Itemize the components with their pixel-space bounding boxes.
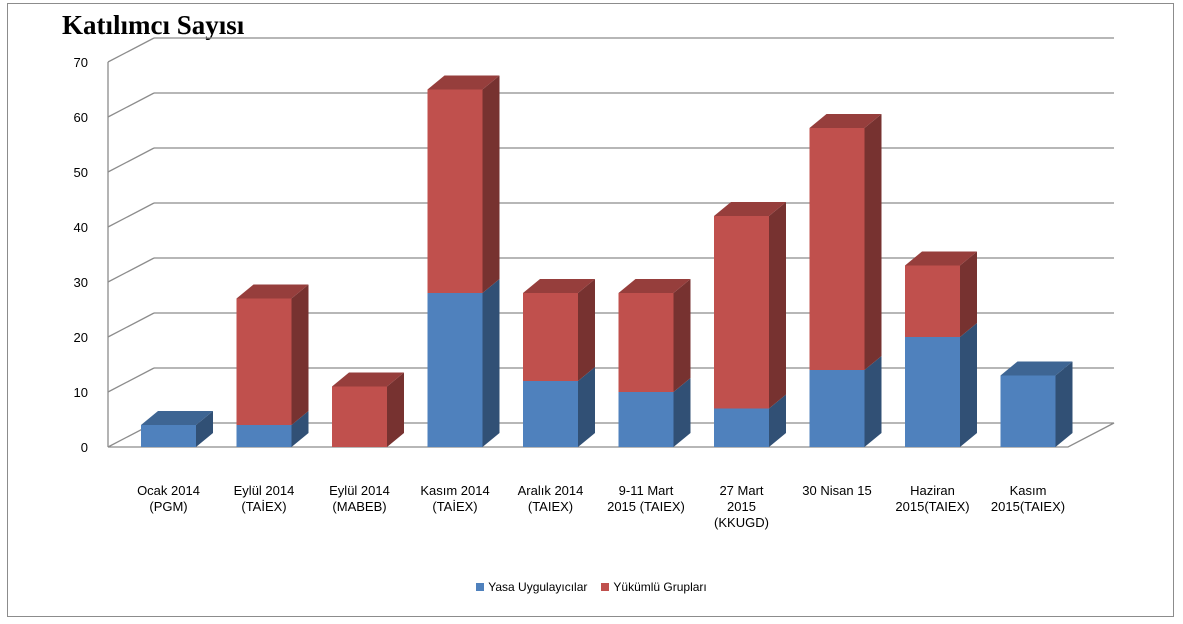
- bar-front: [809, 370, 865, 447]
- bar-front: [714, 216, 769, 409]
- y-tick-label: 30: [74, 275, 88, 290]
- bar-side: [196, 411, 213, 447]
- gridline-side: [107, 147, 155, 173]
- chart-title: Katılımcı Sayısı: [62, 10, 245, 40]
- bar-side: [769, 202, 786, 409]
- bar-side: [291, 284, 309, 425]
- chart-plot: 0 10 20 30 40 50 60 70 Ocak 2014 (PGM) Eylül 2014(…: [74, 37, 1115, 530]
- legend-label-yukumlu: Yükümlü Grupları: [613, 580, 707, 594]
- x-tick-label: Ocak 2014 (PGM): [137, 483, 200, 514]
- bar-front: [332, 386, 387, 447]
- bar-top: [141, 411, 213, 425]
- y-tick-label: 50: [74, 165, 88, 180]
- legend-item-yasa: Yasa Uygulayıcılar: [476, 580, 587, 594]
- bar-side: [578, 279, 595, 381]
- y-tick-label: 20: [74, 330, 88, 345]
- legend-item-yukumlu: Yükümlü Grupları: [601, 580, 707, 594]
- x-tick-label: Haziran 2015(TAIEX): [895, 483, 969, 514]
- bar-side: [673, 279, 691, 392]
- bar-front: [714, 408, 769, 447]
- gridline-side: [107, 367, 155, 393]
- x-tick-label: Kasım 2015(TAIEX): [991, 483, 1065, 514]
- bar-top: [332, 372, 404, 387]
- legend-label-yasa: Yasa Uygulayıcılar: [488, 580, 588, 594]
- bar-front: [905, 265, 960, 337]
- y-tick-label: 0: [81, 440, 88, 455]
- x-tick-label: 9-11 Mart 2015 (TAIEX): [607, 483, 685, 514]
- bar-front: [427, 89, 483, 293]
- x-tick-label: 30 Nisan 15: [802, 483, 871, 498]
- bar-side: [673, 378, 691, 447]
- bar-front: [141, 425, 196, 447]
- x-tick-label: Kasım 2014 (TAİEX): [420, 483, 489, 514]
- bar-side: [482, 75, 500, 293]
- bar-front: [236, 298, 292, 425]
- bar-side: [578, 367, 595, 447]
- bar-front: [523, 381, 578, 447]
- bar-top: [427, 75, 500, 90]
- bar-side: [864, 356, 882, 447]
- gridline-side: [107, 37, 155, 63]
- x-tick-label: Eylül 2014 (TAİEX): [234, 483, 295, 514]
- bar-side: [864, 114, 882, 370]
- bar-front: [427, 293, 483, 447]
- bar-top: [618, 279, 691, 293]
- bar-top: [523, 279, 595, 293]
- bar-front: [523, 293, 578, 381]
- gridline-side: [107, 202, 155, 228]
- bar-top: [809, 114, 882, 128]
- bar-front: [905, 337, 960, 447]
- bar-side: [1055, 361, 1073, 447]
- bar-side: [960, 251, 977, 337]
- x-tick-label: Aralık 2014 (TAIEX): [518, 483, 584, 514]
- bar-top: [905, 251, 977, 266]
- bar-front: [618, 293, 674, 392]
- bar-side: [960, 323, 977, 447]
- y-tick-label: 70: [74, 55, 88, 70]
- bar-front: [1000, 375, 1056, 447]
- bar-side: [769, 394, 786, 447]
- legend-swatch-yukumlu: [601, 583, 610, 591]
- bar-side: [387, 372, 404, 447]
- gridline-side: [107, 257, 155, 283]
- bar-side: [291, 411, 309, 447]
- legend: Yasa Uygulayıcılar Yükümlü Grupları: [0, 580, 1183, 594]
- bar-top: [1000, 361, 1073, 376]
- bar-side: [482, 279, 500, 447]
- bar-front: [236, 425, 292, 447]
- gridline-side: [107, 92, 155, 118]
- x-tick-label: 27 Mart 2015 (KKUGD): [714, 483, 769, 530]
- y-tick-label: 40: [74, 220, 88, 235]
- legend-swatch-yasa: [476, 583, 485, 591]
- x-tick-label: Eylül 2014 (MABEB): [329, 483, 390, 514]
- bar-front: [809, 128, 865, 370]
- gridline-side: [107, 312, 155, 338]
- bar-top: [714, 202, 786, 216]
- y-tick-label: 60: [74, 110, 88, 125]
- bar-front: [618, 392, 674, 447]
- y-tick-label: 10: [74, 385, 88, 400]
- bar-top: [236, 284, 309, 299]
